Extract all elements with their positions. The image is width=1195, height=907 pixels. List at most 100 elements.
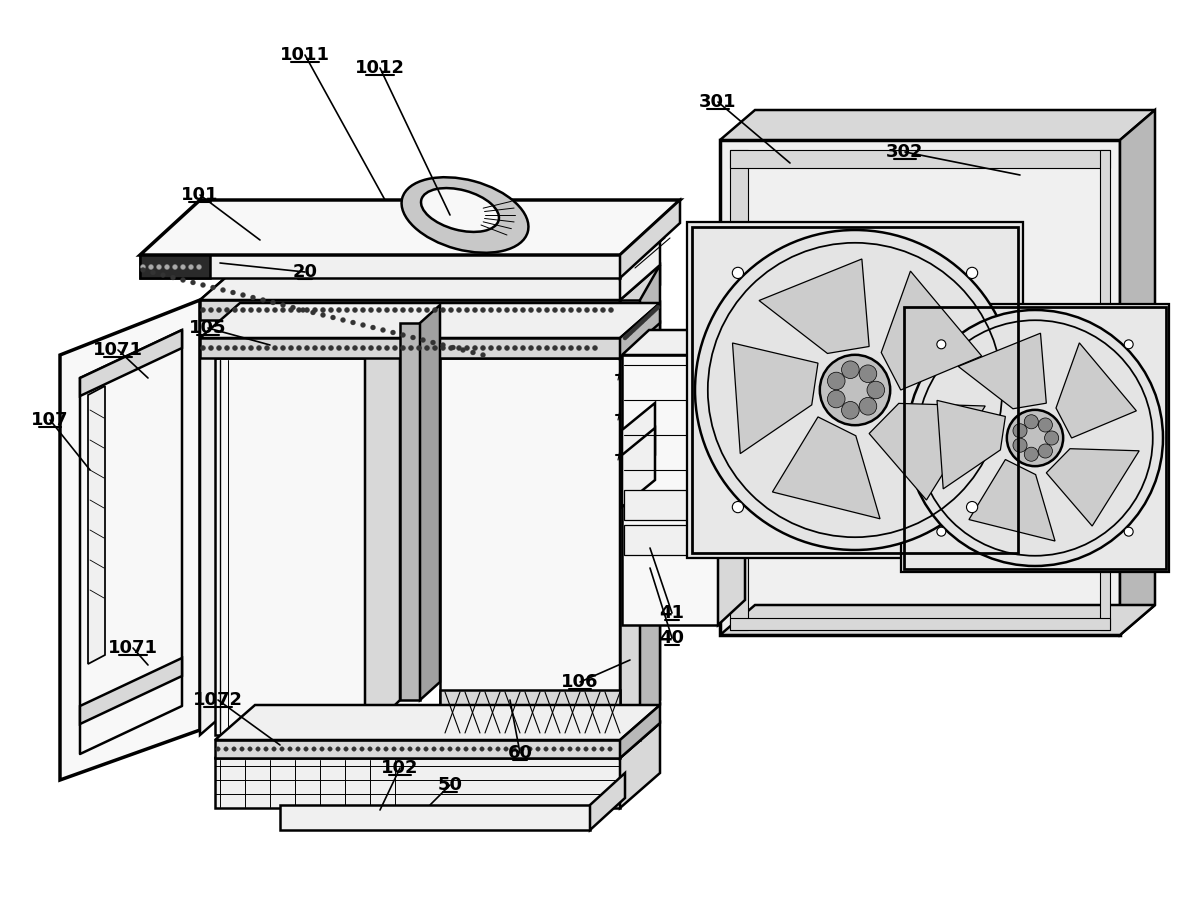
Polygon shape — [620, 303, 660, 358]
Circle shape — [311, 310, 315, 315]
Circle shape — [280, 746, 284, 751]
Circle shape — [488, 746, 492, 751]
Circle shape — [535, 746, 540, 751]
Circle shape — [264, 346, 270, 350]
Circle shape — [392, 746, 397, 751]
Polygon shape — [687, 222, 1023, 558]
Polygon shape — [759, 259, 869, 354]
Polygon shape — [620, 300, 641, 740]
Polygon shape — [620, 200, 680, 278]
Circle shape — [320, 313, 325, 317]
Polygon shape — [733, 343, 819, 454]
Circle shape — [411, 335, 416, 340]
Circle shape — [141, 268, 146, 272]
Polygon shape — [730, 150, 748, 630]
Circle shape — [649, 312, 652, 317]
Circle shape — [1044, 431, 1059, 445]
Circle shape — [608, 746, 612, 751]
Circle shape — [296, 746, 300, 751]
Circle shape — [221, 288, 226, 292]
Circle shape — [344, 307, 349, 313]
Polygon shape — [364, 323, 400, 735]
Circle shape — [584, 346, 589, 350]
Circle shape — [281, 307, 286, 313]
Circle shape — [568, 746, 572, 751]
Polygon shape — [140, 200, 680, 255]
Polygon shape — [623, 330, 744, 355]
Circle shape — [240, 346, 245, 350]
Circle shape — [521, 346, 526, 350]
Circle shape — [627, 332, 631, 336]
Circle shape — [635, 325, 639, 329]
Circle shape — [281, 303, 286, 307]
Text: 40: 40 — [660, 629, 685, 647]
Circle shape — [216, 307, 221, 313]
Polygon shape — [215, 705, 660, 740]
Polygon shape — [641, 265, 660, 740]
Circle shape — [313, 307, 318, 313]
Circle shape — [937, 527, 945, 536]
Circle shape — [592, 746, 596, 751]
Polygon shape — [440, 690, 620, 735]
Circle shape — [247, 746, 252, 751]
Circle shape — [424, 307, 429, 313]
Circle shape — [1038, 418, 1053, 432]
Circle shape — [172, 265, 178, 269]
Circle shape — [560, 307, 565, 313]
Circle shape — [593, 307, 598, 313]
Circle shape — [456, 307, 461, 313]
Circle shape — [225, 346, 229, 350]
Circle shape — [400, 346, 405, 350]
Text: 1072: 1072 — [194, 691, 243, 709]
Circle shape — [441, 343, 446, 347]
Circle shape — [391, 330, 396, 335]
Circle shape — [256, 746, 261, 751]
Circle shape — [337, 307, 342, 313]
Circle shape — [967, 502, 978, 512]
Circle shape — [249, 307, 253, 313]
Circle shape — [569, 346, 574, 350]
Circle shape — [465, 346, 470, 350]
Polygon shape — [624, 490, 716, 520]
Polygon shape — [440, 323, 660, 358]
Circle shape — [385, 346, 390, 350]
Circle shape — [341, 317, 345, 323]
Ellipse shape — [421, 188, 500, 232]
Circle shape — [416, 746, 421, 751]
Circle shape — [320, 746, 324, 751]
Circle shape — [656, 305, 660, 309]
Circle shape — [937, 340, 945, 349]
Circle shape — [623, 336, 627, 340]
Circle shape — [210, 285, 215, 290]
Circle shape — [304, 746, 308, 751]
Circle shape — [240, 307, 245, 313]
Text: 50: 50 — [437, 776, 462, 794]
Polygon shape — [280, 805, 590, 830]
Text: 1011: 1011 — [280, 46, 330, 64]
Circle shape — [360, 746, 364, 751]
Circle shape — [350, 320, 355, 325]
Circle shape — [641, 319, 645, 323]
Polygon shape — [1056, 343, 1136, 438]
Circle shape — [489, 307, 494, 313]
Polygon shape — [869, 404, 985, 500]
Circle shape — [288, 746, 293, 751]
Circle shape — [496, 746, 501, 751]
Circle shape — [180, 278, 185, 282]
Polygon shape — [140, 255, 620, 278]
Circle shape — [409, 307, 413, 313]
Circle shape — [600, 746, 605, 751]
Circle shape — [424, 746, 428, 751]
Circle shape — [392, 307, 398, 313]
Circle shape — [361, 307, 366, 313]
Circle shape — [400, 307, 405, 313]
Circle shape — [631, 329, 635, 333]
Circle shape — [472, 307, 478, 313]
Circle shape — [528, 307, 533, 313]
Polygon shape — [624, 525, 716, 555]
Circle shape — [320, 307, 325, 313]
Text: 20: 20 — [293, 263, 318, 281]
Circle shape — [472, 346, 478, 350]
Circle shape — [385, 307, 390, 313]
Circle shape — [431, 746, 436, 751]
